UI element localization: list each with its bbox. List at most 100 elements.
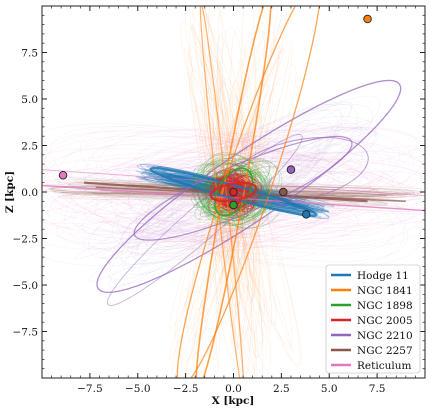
reticulum-envelope-orbit <box>42 157 425 234</box>
ngc-2210-envelope-orbit <box>112 116 377 249</box>
ngc-1841-envelope-orbit <box>189 47 263 344</box>
ngc-1898-envelope-orbit <box>191 161 269 225</box>
ngc-2210-envelope-orbit <box>161 161 296 239</box>
ngc-2210-envelope-orbit <box>147 123 328 247</box>
ngc-2210-main-orbit-2 <box>133 135 353 241</box>
hodge-11-envelope-orbit <box>148 173 316 213</box>
ngc-1841-main-orbit-3 <box>199 6 244 378</box>
ngc-2210-envelope-orbit <box>137 109 338 264</box>
hodge-11-envelope-orbit <box>137 178 329 213</box>
legend-entry: NGC 2005 <box>357 315 413 327</box>
hodge-11-envelope-orbit <box>163 169 299 209</box>
ngc-1841-envelope-orbit <box>231 93 260 290</box>
current-position-ngc-2210 <box>286 165 296 174</box>
ngc-1841-envelope-orbit <box>188 6 301 366</box>
ngc-1841-envelope-orbit <box>230 28 261 334</box>
reticulum-envelope-orbit <box>95 129 349 260</box>
ngc-1841-envelope-orbit <box>180 21 303 367</box>
ngc-2210-main-orbit-4 <box>106 133 303 306</box>
current-position-reticulum <box>58 171 68 180</box>
reticulum-envelope-orbit <box>128 136 324 244</box>
reticulum-envelope-orbit <box>42 152 425 235</box>
reticulum-envelope-orbit <box>42 137 425 254</box>
ngc-2210-envelope-orbit <box>139 140 324 231</box>
ngc-2257-envelope-orbit <box>68 176 389 205</box>
reticulum-envelope-orbit <box>42 123 422 268</box>
hodge-11-envelope-orbit <box>140 168 325 210</box>
reticulum-envelope-orbit <box>83 157 359 240</box>
x-tick-label: 0.0 <box>225 383 242 395</box>
ngc-1841-envelope-orbit <box>199 124 242 239</box>
legend-entry: NGC 2210 <box>357 330 413 342</box>
current-position-ngc-1841 <box>363 14 372 24</box>
reticulum-envelope-orbit <box>57 129 382 248</box>
y-tick-label: 2.5 <box>21 141 38 153</box>
ngc-1841-envelope-orbit <box>198 6 255 378</box>
ngc-2257-envelope-orbit <box>110 191 355 195</box>
y-tick-label: −7.5 <box>13 327 39 339</box>
x-tick-label: 5.0 <box>321 383 338 395</box>
ngc-1841-envelope-orbit <box>237 6 256 378</box>
reticulum-envelope-orbit <box>102 166 373 229</box>
hodge-11-envelope-orbit <box>135 170 322 218</box>
ngc-1841-envelope-orbit <box>212 87 239 274</box>
ngc-2210-envelope-orbit <box>135 152 326 240</box>
ngc-1898-main-orbit <box>213 167 254 217</box>
ngc-2257-envelope-orbit <box>68 181 388 207</box>
ngc-2257-envelope-orbit <box>49 184 425 197</box>
ngc-1841-envelope-orbit <box>204 49 240 360</box>
legend-entry: NGC 1898 <box>357 300 413 312</box>
ngc-2257-envelope-orbit <box>82 182 387 197</box>
ngc-2210-envelope-orbit <box>122 138 356 243</box>
ngc-2210-envelope-orbit <box>140 164 330 243</box>
legend: Hodge 11 NGC 1841 NGC 1898 NGC 2005 NGC 2210… <box>325 264 421 374</box>
ngc-1841-envelope-orbit <box>204 42 259 360</box>
ngc-2257-envelope-orbit <box>83 185 379 196</box>
y-tick-label: −2.5 <box>13 234 39 246</box>
reticulum-envelope-orbit <box>50 126 395 255</box>
reticulum-envelope-orbit <box>71 129 401 241</box>
reticulum-envelope-orbit <box>43 131 409 262</box>
reticulum-envelope-orbit <box>139 146 344 233</box>
ngc-2210-envelope-orbit <box>144 129 321 233</box>
ngc-1841-envelope-orbit <box>217 84 274 325</box>
ngc-2210-envelope-orbit <box>178 160 298 243</box>
ngc-1841-envelope-orbit <box>208 107 235 262</box>
legend-entry: NGC 1841 <box>357 285 413 297</box>
ngc-2210-envelope-orbit <box>157 163 289 231</box>
ngc-2210-envelope-orbit <box>100 127 363 245</box>
current-position-ngc-2005 <box>229 187 238 197</box>
ngc-1841-envelope-orbit <box>192 39 293 369</box>
ngc-2210-envelope-orbit <box>138 107 347 274</box>
ngc-1841-envelope-orbit <box>217 27 255 342</box>
reticulum-envelope-orbit <box>96 130 384 242</box>
reticulum-envelope-orbit <box>42 142 425 248</box>
ngc-1898-envelope-orbit <box>195 162 268 226</box>
reticulum-envelope-orbit <box>49 146 418 229</box>
ngc-2210-envelope-orbit <box>100 119 370 259</box>
ngc-2210-envelope-orbit <box>120 151 367 251</box>
ngc-1841-main-orbit <box>195 6 272 378</box>
ngc-1841-envelope-orbit <box>168 48 284 360</box>
ngc-1841-envelope-orbit <box>205 88 256 301</box>
ngc-1841-envelope-orbit <box>220 78 248 302</box>
ngc-1841-main-orbit-2 <box>176 6 320 378</box>
ngc-2210-envelope-orbit <box>123 123 362 275</box>
ngc-2210-envelope-orbit <box>135 120 310 246</box>
ngc-2210-envelope-orbit <box>121 104 342 268</box>
ngc-1841-envelope-orbit <box>203 104 254 299</box>
reticulum-envelope-orbit <box>110 159 353 239</box>
ngc-2210-envelope-orbit <box>141 151 303 250</box>
ngc-2257-envelope-orbit <box>47 184 415 197</box>
y-tick-label: 7.5 <box>21 48 38 60</box>
legend-entry: Reticulum <box>357 360 411 372</box>
reticulum-envelope-orbit <box>42 127 425 266</box>
ngc-1841-envelope-orbit <box>187 41 263 358</box>
legend-entry: Hodge 11 <box>357 270 409 282</box>
hodge-11-envelope-orbit <box>156 166 319 214</box>
x-tick-label: 7.5 <box>369 383 386 395</box>
x-tick-label: −2.5 <box>173 383 199 395</box>
ngc-1841-envelope-orbit <box>189 76 277 326</box>
ngc-2005-main-orbit <box>209 181 258 203</box>
